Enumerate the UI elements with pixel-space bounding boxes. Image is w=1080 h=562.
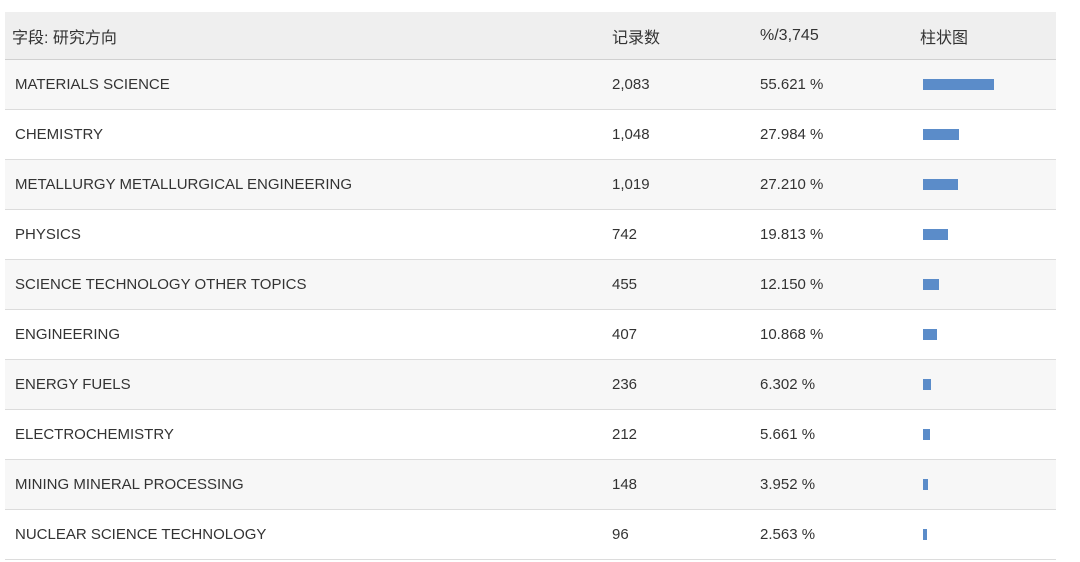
bar-cell (923, 510, 927, 559)
table-row[interactable]: MATERIALS SCIENCE 2,083 55.621 % (5, 60, 1056, 110)
table-row[interactable]: METALLURGY METALLURGICAL ENGINEERING 1,01… (5, 160, 1056, 210)
record-count: 455 (612, 276, 638, 293)
research-area-name[interactable]: NUCLEAR SCIENCE TECHNOLOGY (15, 526, 267, 543)
header-count[interactable]: 记录数 (612, 29, 661, 47)
table-row[interactable]: ENERGY FUELS 236 6.302 % (5, 360, 1056, 410)
record-count: 148 (612, 476, 638, 493)
research-area-name[interactable]: MINING MINERAL PROCESSING (15, 476, 244, 493)
record-count: 742 (612, 226, 638, 243)
record-percent: 5.661 % (760, 426, 816, 443)
proportion-bar (923, 279, 939, 290)
header-percent[interactable]: %/3,745 (760, 26, 819, 44)
bar-cell (923, 110, 959, 159)
bar-cell (923, 60, 994, 109)
table-row[interactable]: ELECTROCHEMISTRY 212 5.661 % (5, 410, 1056, 460)
header-field[interactable]: 字段: 研究方向 (12, 29, 117, 47)
bar-cell (923, 460, 928, 509)
proportion-bar (923, 379, 931, 390)
record-percent: 27.984 % (760, 126, 824, 143)
research-area-name[interactable]: SCIENCE TECHNOLOGY OTHER TOPICS (15, 276, 307, 293)
record-percent: 27.210 % (760, 176, 824, 193)
table-header-row: 字段: 研究方向 记录数 %/3,745 柱状图 (5, 12, 1056, 60)
record-percent: 12.150 % (760, 276, 824, 293)
record-percent: 19.813 % (760, 226, 824, 243)
research-area-name[interactable]: PHYSICS (15, 226, 81, 243)
record-percent: 2.563 % (760, 526, 816, 543)
record-count: 407 (612, 326, 638, 343)
research-area-name[interactable]: METALLURGY METALLURGICAL ENGINEERING (15, 176, 353, 193)
header-bar-label: 柱状图 (920, 29, 969, 47)
record-count: 1,019 (612, 176, 650, 193)
table-row[interactable]: NUCLEAR SCIENCE TECHNOLOGY 96 2.563 % (5, 510, 1056, 560)
bar-cell (923, 360, 931, 409)
table-row[interactable]: SCIENCE TECHNOLOGY OTHER TOPICS 455 12.150… (5, 260, 1056, 310)
header-bar-chart: 柱状图 (920, 12, 968, 59)
bar-cell (923, 310, 937, 359)
proportion-bar (923, 229, 948, 240)
table-row[interactable]: PHYSICS 742 19.813 % (5, 210, 1056, 260)
record-count: 236 (612, 376, 638, 393)
record-count: 212 (612, 426, 638, 443)
proportion-bar (923, 329, 937, 340)
proportion-bar (923, 529, 927, 540)
record-percent: 55.621 % (760, 76, 824, 93)
proportion-bar (923, 179, 958, 190)
table-body: MATERIALS SCIENCE 2,083 55.621 % CHEMISTRY 1… (5, 60, 1056, 560)
bar-cell (923, 410, 930, 459)
table-row[interactable]: ENGINEERING 407 10.868 % (5, 310, 1056, 360)
research-area-name[interactable]: MATERIALS SCIENCE (15, 76, 170, 93)
record-percent: 3.952 % (760, 476, 816, 493)
research-area-name[interactable]: ENGINEERING (15, 326, 121, 343)
record-count: 2,083 (612, 76, 650, 93)
proportion-bar (923, 129, 959, 140)
table-row[interactable]: CHEMISTRY 1,048 27.984 % (5, 110, 1056, 160)
table-row[interactable]: MINING MINERAL PROCESSING 148 3.952 % (5, 460, 1056, 510)
proportion-bar (923, 79, 994, 90)
research-area-name[interactable]: ENERGY FUELS (15, 376, 131, 393)
bar-cell (923, 260, 939, 309)
research-area-name[interactable]: ELECTROCHEMISTRY (15, 426, 174, 443)
proportion-bar (923, 479, 928, 490)
record-percent: 6.302 % (760, 376, 816, 393)
record-count: 1,048 (612, 126, 650, 143)
bar-cell (923, 160, 958, 209)
record-count: 96 (612, 526, 629, 543)
research-area-name[interactable]: CHEMISTRY (15, 126, 104, 143)
research-area-table: 字段: 研究方向 记录数 %/3,745 柱状图 MATERIALS SCIEN… (5, 12, 1056, 560)
bar-cell (923, 210, 948, 259)
proportion-bar (923, 429, 930, 440)
record-percent: 10.868 % (760, 326, 824, 343)
